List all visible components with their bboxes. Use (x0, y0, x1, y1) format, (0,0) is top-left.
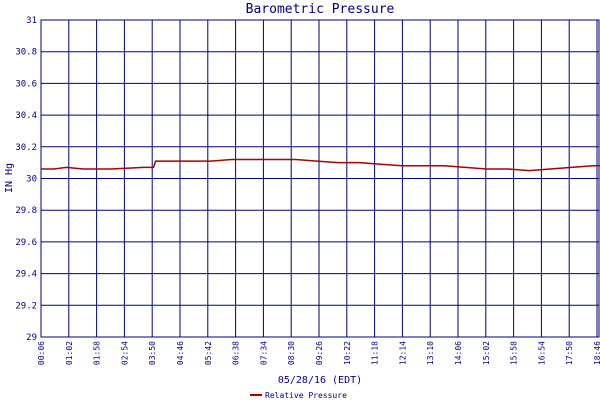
y-tick-label: 29.4 (15, 270, 37, 280)
y-tick-label: 31 (26, 16, 37, 26)
x-axis-label: 05/28/16 (EDT) (278, 375, 362, 386)
x-tick-label: 16:54 (537, 341, 546, 365)
y-tick-label: 29 (26, 333, 37, 343)
x-tick-label: 01:02 (65, 341, 74, 365)
y-axis-label: IN Hg (4, 163, 15, 193)
x-tick-label: 03:50 (148, 341, 157, 365)
x-tick-label: 09:26 (315, 341, 324, 365)
x-tick-label: 15:02 (482, 341, 491, 365)
y-tick-label: 30 (26, 175, 37, 185)
x-tick-label: 02:54 (120, 341, 129, 365)
x-tick-label: 18:46 (593, 341, 600, 365)
x-tick-label: 14:06 (454, 341, 463, 365)
x-tick-label: 12:14 (398, 341, 407, 365)
x-tick-label: 00:06 (37, 341, 46, 365)
y-tick-label: 29.6 (15, 238, 37, 248)
x-tick-label: 10:22 (343, 341, 352, 365)
x-tick-label: 06:38 (232, 341, 241, 365)
y-tick-label: 29.8 (15, 206, 37, 216)
x-axis-tick-labels: 00:06 01:02 01:58 02:54 03:50 04:46 05:42 06:38… (37, 341, 600, 365)
x-tick-label: 17:50 (565, 341, 574, 365)
legend-label-relative-pressure: Relative Pressure (265, 391, 347, 400)
x-tick-label: 15:58 (510, 341, 519, 365)
x-tick-label: 13:10 (426, 341, 435, 365)
x-tick-label: 07:34 (259, 341, 268, 365)
chart-grid (40, 19, 600, 338)
x-tick-label: 08:30 (287, 341, 296, 365)
chart-title: Barometric Pressure (246, 2, 395, 17)
x-tick-label: 11:18 (371, 341, 380, 365)
y-tick-label: 29.2 (15, 301, 37, 311)
x-tick-label: 04:46 (176, 341, 185, 365)
chart-legend: Relative Pressure (250, 391, 347, 400)
y-tick-label: 30.2 (15, 143, 37, 153)
x-tick-label: 01:58 (93, 341, 102, 365)
y-axis-tick-labels: 29 29.2 29.4 29.6 29.8 30 30.2 30.4 30.6 30.8 31 (15, 16, 37, 343)
y-tick-label: 30.6 (15, 79, 37, 89)
x-tick-label: 05:42 (204, 341, 213, 365)
series-line-relative-pressure (41, 158, 600, 172)
y-tick-label: 30.8 (15, 48, 37, 58)
y-tick-label: 30.4 (15, 111, 37, 121)
series-layer (41, 158, 600, 172)
